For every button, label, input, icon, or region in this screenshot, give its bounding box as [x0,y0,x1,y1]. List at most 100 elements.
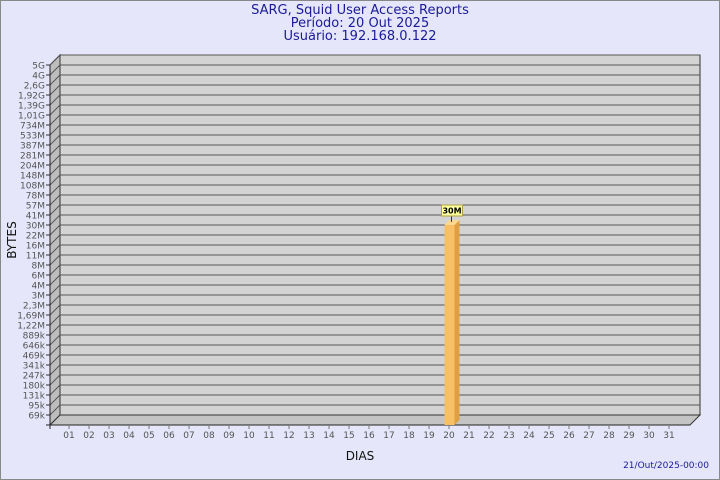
y-tick-label: 1,01G [18,112,45,122]
grid-line-side [49,274,61,286]
y-tick-label: 281M [20,152,45,162]
y-tick-label: 78M [26,192,45,202]
x-tick-label: 10 [243,431,255,441]
y-tick-label: 1,39G [18,102,45,112]
grid-line-side [49,94,61,106]
y-tick-label: 148M [20,172,45,182]
y-tick-label: 2,6G [24,82,45,92]
y-tick-label: 5G [32,62,45,72]
grid-line-side [49,384,61,396]
bar-day-20 [444,225,455,425]
period-label: Período: 20 Out 2025 [290,16,430,31]
grid-line-side [49,124,61,136]
x-tick-label: 29 [623,431,635,441]
y-tick-label: 4G [32,72,45,82]
grid-line-side [49,254,61,266]
x-tick-label: 20 [443,431,455,441]
grid-line-side [49,144,61,156]
grid-line-side [49,394,61,406]
y-tick-label: 41M [26,212,45,222]
bar-side [454,220,460,425]
grid-line-side [49,314,61,326]
generated-timestamp: 21/Out/2025-00:00 [623,461,709,471]
y-tick-label: 1,22M [17,322,45,332]
y-axis-title: BYTES [5,221,19,258]
grid-line-side [49,404,61,416]
y-tick-label: 341k [23,362,46,372]
x-tick-label: 30 [643,431,655,441]
grid-line-side [49,114,61,126]
x-tick-label: 25 [543,431,554,441]
y-tick-label: 889k [23,332,46,342]
data-label: 30M [442,207,461,216]
grid-line-side [49,164,61,176]
bar-top [444,220,460,225]
x-tick-label: 19 [423,431,435,441]
grid-line-side [49,184,61,196]
x-tick-label: 22 [483,431,494,441]
y-tick-label: 6M [32,272,46,282]
y-tick-label: 387M [20,142,45,152]
x-tick-label: 03 [103,431,114,441]
x-tick-label: 08 [203,431,215,441]
y-tick-label: 57M [26,202,45,212]
grid-line-side [49,344,61,356]
grid-line-side [49,104,61,116]
grid-line-side [49,154,61,166]
x-tick-label: 05 [143,431,154,441]
chart-title: SARG, Squid User Access Reports [251,3,469,18]
x-tick-label: 26 [563,431,575,441]
x-tick-label: 31 [663,431,674,441]
y-tick-label: 180k [23,382,46,392]
x-tick-label: 11 [263,431,274,441]
grid-line-side [49,214,61,226]
plot-floor [48,414,702,426]
x-tick-label: 13 [303,431,314,441]
x-tick-label: 06 [163,431,175,441]
x-tick-label: 09 [223,431,235,441]
grid-line-side [49,284,61,296]
grid-line-side [49,374,61,386]
grid-line-side [49,134,61,146]
user-label: Usuário: 192.168.0.122 [283,29,437,44]
grid-line-side [49,84,61,96]
grid-line-side [49,204,61,216]
y-tick-label: 3M [32,292,46,302]
grid-line-side [49,194,61,206]
x-tick-label: 27 [583,431,594,441]
x-tick-label: 12 [283,431,294,441]
x-tick-label: 21 [463,431,474,441]
grid-line-side [49,174,61,186]
x-tick-label: 14 [323,431,335,441]
x-tick-label: 18 [403,431,415,441]
y-tick-label: 533M [20,132,45,142]
y-tick-label: 108M [20,182,45,192]
y-tick-label: 4M [32,282,46,292]
grid-line-side [49,304,61,316]
y-tick-label: 95k [28,402,45,412]
y-tick-label: 1,69M [17,312,45,322]
data-label-box [441,204,463,217]
grid-line-side [49,244,61,256]
x-tick-label: 17 [383,431,394,441]
x-tick-label: 07 [183,431,194,441]
x-tick-label: 02 [83,431,94,441]
y-tick-label: 1,92G [18,92,45,102]
y-tick-label: 469k [23,352,46,362]
grid-line-side [49,264,61,276]
y-tick-label: 2,3M [23,302,45,312]
y-tick-label: 69k [28,412,45,422]
grid-line-side [49,224,61,236]
x-tick-label: 01 [63,431,74,441]
grid-line-side [49,74,61,86]
x-tick-label: 23 [503,431,514,441]
x-axis-title: DIAS [346,449,375,463]
y-tick-label: 247k [23,372,46,382]
x-tick-label: 04 [123,431,135,441]
x-tick-label: 24 [523,431,535,441]
y-tick-label: 30M [26,222,45,232]
y-tick-label: 734M [20,122,45,132]
x-tick-label: 16 [363,431,375,441]
y-tick-label: 22M [26,232,45,242]
